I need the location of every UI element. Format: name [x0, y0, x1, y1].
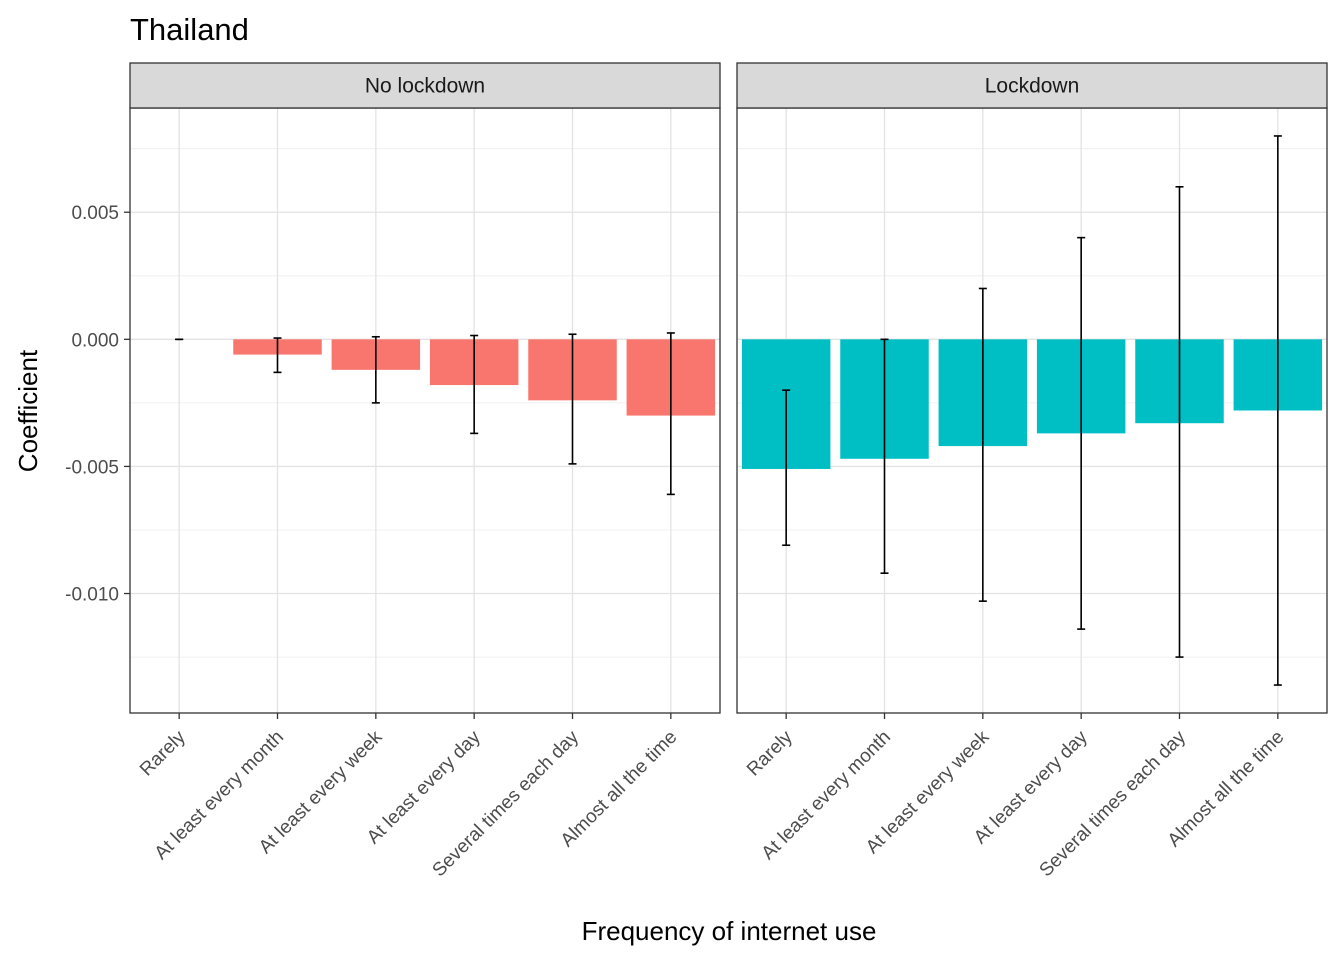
- y-axis-title: Coefficient: [13, 349, 43, 472]
- panel-background: [737, 108, 1327, 713]
- panel-background: [130, 108, 720, 713]
- error-bar: [371, 335, 380, 404]
- error-bar: [1077, 236, 1086, 630]
- x-tick-label: Rarely: [136, 726, 190, 780]
- error-bar: [273, 337, 282, 374]
- y-tick-label: -0.005: [65, 457, 119, 478]
- error-bar: [1273, 135, 1282, 686]
- error-bar: [880, 338, 889, 574]
- x-tick-label: Rarely: [743, 726, 797, 780]
- y-tick-label: -0.010: [65, 585, 119, 606]
- error-bar: [1175, 186, 1184, 658]
- facet-strip: [129, 62, 721, 109]
- error-bar: [470, 334, 479, 435]
- facet-strip: [736, 62, 1328, 109]
- y-axis: 0.005 0.000 -0.005 -0.010: [65, 203, 130, 606]
- error-bar: [782, 389, 791, 547]
- x-axis-title: Frequency of internet use: [582, 916, 877, 946]
- chart-title: Thailand: [130, 12, 249, 47]
- facet-strip-label: Lockdown: [985, 75, 1080, 98]
- error-bar: [666, 332, 675, 496]
- facet-strip-label: No lockdown: [365, 75, 485, 98]
- y-tick-label: 0.000: [71, 330, 119, 351]
- y-tick-label: 0.005: [71, 203, 119, 224]
- error-bar: [568, 333, 577, 465]
- error-bar: [978, 287, 987, 602]
